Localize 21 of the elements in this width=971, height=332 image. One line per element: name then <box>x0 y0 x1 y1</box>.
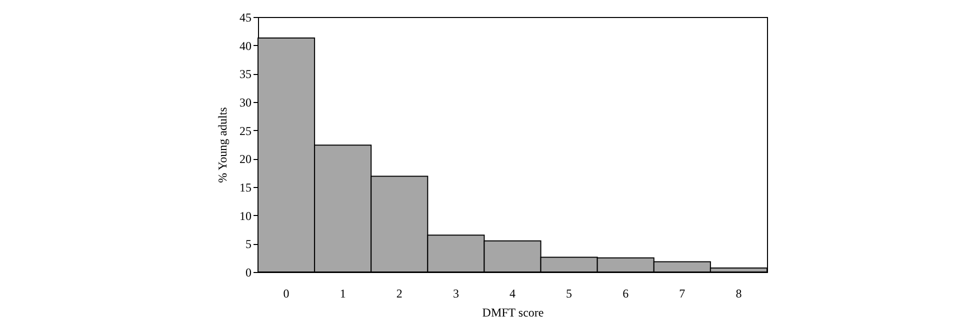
y-tick-label: 25 <box>240 124 252 138</box>
x-tick-label: 2 <box>396 286 402 300</box>
x-tick-label: 4 <box>510 286 516 300</box>
y-tick-label: 40 <box>240 38 252 53</box>
y-tick-label: 45 <box>240 10 252 24</box>
x-tick-label: 0 <box>283 286 290 300</box>
y-tick-label: 0 <box>246 266 252 280</box>
y-tick-label: 35 <box>240 67 252 82</box>
x-tick-label: 8 <box>736 286 742 300</box>
x-axis-title: DMFT score <box>482 306 544 320</box>
y-tick-label: 10 <box>240 208 252 223</box>
x-tick-label: 7 <box>679 286 686 300</box>
y-tick-label: 15 <box>240 180 252 194</box>
x-tick-label: 3 <box>452 286 459 300</box>
y-tick-label: 5 <box>246 237 252 252</box>
y-tick-label: 20 <box>240 152 252 166</box>
x-tick-label: 6 <box>622 286 629 300</box>
y-tick-label: 30 <box>240 96 252 110</box>
y-axis-title: % Young adults <box>216 106 230 183</box>
x-tick-label: 1 <box>340 286 346 300</box>
x-tick-label: 5 <box>566 286 572 300</box>
